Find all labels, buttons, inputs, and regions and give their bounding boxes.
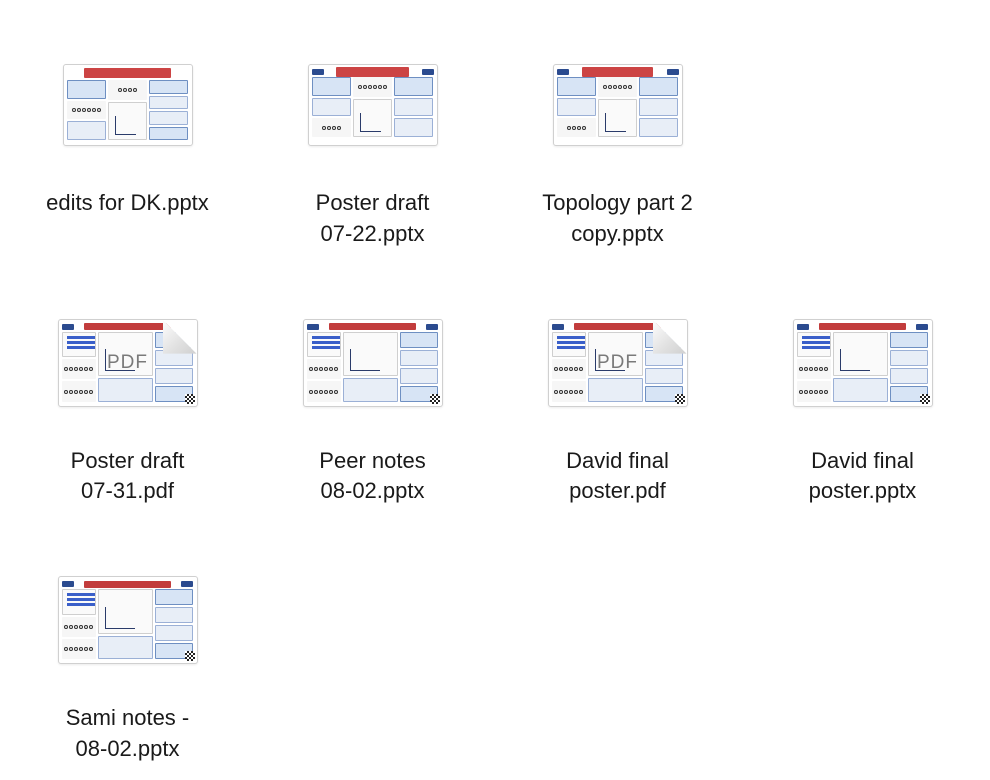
file-item[interactable]: David final poster.pptx [750, 298, 975, 508]
file-thumbnail [28, 555, 228, 685]
pdf-badge: PDF [107, 352, 148, 374]
file-label: Sami notes - 08-02.pptx [66, 703, 190, 765]
file-thumbnail [28, 40, 228, 170]
file-thumbnail [763, 298, 963, 428]
file-thumbnail [273, 298, 473, 428]
file-item[interactable]: PDF Poster draft 07-31.pdf [15, 298, 240, 508]
file-label: Peer notes 08-02.pptx [319, 446, 425, 508]
file-label: David final poster.pptx [809, 446, 917, 508]
file-label: Topology part 2 copy.pptx [542, 188, 692, 250]
file-item[interactable]: Peer notes 08-02.pptx [260, 298, 485, 508]
file-item[interactable]: Topology part 2 copy.pptx [505, 40, 730, 250]
pdf-badge: PDF [597, 352, 638, 374]
file-item[interactable]: PDF David final poster.pdf [505, 298, 730, 508]
file-icon-grid: edits for DK.pptx [15, 40, 975, 765]
file-thumbnail: PDF [28, 298, 228, 428]
file-thumbnail: PDF [518, 298, 718, 428]
file-thumbnail [518, 40, 718, 170]
file-thumbnail [273, 40, 473, 170]
file-item[interactable]: Sami notes - 08-02.pptx [15, 555, 240, 765]
file-item[interactable]: edits for DK.pptx [15, 40, 240, 250]
file-item[interactable]: Poster draft 07-22.pptx [260, 40, 485, 250]
file-label: Poster draft 07-22.pptx [316, 188, 430, 250]
file-label: David final poster.pdf [566, 446, 669, 508]
empty-cell [750, 40, 975, 250]
file-label: Poster draft 07-31.pdf [71, 446, 185, 508]
file-label: edits for DK.pptx [46, 188, 209, 219]
